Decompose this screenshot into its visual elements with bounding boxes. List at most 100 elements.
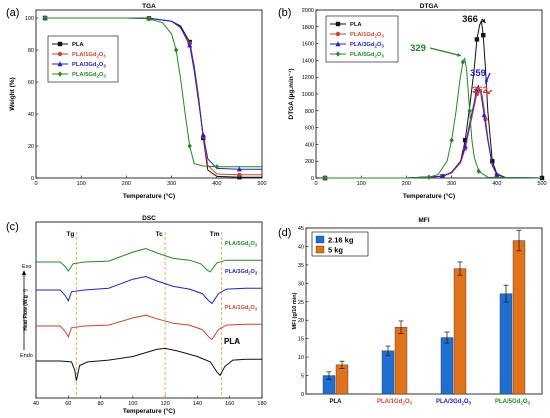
data-point [476, 168, 481, 174]
legend-marker [57, 41, 63, 47]
legend-swatch [315, 245, 325, 254]
y-tick-label: 1200 [302, 75, 314, 81]
x-tick-label: 40 [33, 401, 39, 407]
data-point [449, 137, 454, 143]
x-tick-label: 200 [402, 181, 411, 187]
peak-annotation: 362 [472, 85, 488, 96]
endo-label: Endo [20, 353, 33, 359]
chart-title: TGA [142, 3, 156, 10]
series-line-PLA/5Gd2O3 [45, 17, 262, 168]
y-tick-label: 40 [298, 244, 304, 250]
tga-plot-frame [35, 9, 263, 179]
panel-letter: (d) [278, 227, 291, 239]
dsc-curve-PLA [36, 347, 262, 381]
legend-label: PLA/5Gd2O3 [72, 72, 106, 79]
x-tick-label: 80 [98, 401, 104, 407]
legend-marker [57, 71, 63, 77]
legend-label: PLA/1Gd2O3 [72, 52, 106, 59]
x-tick-label: 60 [65, 401, 71, 407]
y-tick-label: 30 [298, 281, 304, 287]
arrowhead [485, 79, 489, 84]
data-point [467, 108, 472, 114]
x-tick-label: 180 [257, 401, 266, 407]
data-point [490, 159, 495, 164]
y-axis-label: Weight (%) [9, 77, 16, 110]
y-tick-label: 0 [301, 392, 304, 398]
y-tick-label: 1400 [302, 58, 314, 64]
series-line-PLA/1Gd2O3 [325, 88, 543, 179]
legend-label: PLA [350, 22, 362, 28]
series-line-PLA/3Gd2O3 [325, 84, 543, 179]
bar [512, 240, 526, 395]
panel-letter: (a) [6, 7, 19, 19]
y-tick-label: 45 [298, 226, 304, 232]
x-tick-label: 400 [492, 181, 501, 187]
y-tick-label: 2000 [302, 8, 314, 14]
category-label: PLA/3Gd2O3 [436, 399, 472, 406]
data-point [426, 174, 432, 180]
panel-letter: (b) [278, 7, 291, 19]
bar [440, 337, 454, 395]
x-tick-label: 300 [167, 181, 176, 187]
legend-marker [335, 41, 341, 47]
chart-title: DSC [142, 215, 156, 222]
legend-label: PLA/5Gd2O3 [350, 52, 384, 59]
dsc-curve-PLA/3Gd2O3 [36, 275, 262, 305]
y-axis-label: DTGA (µg.min⁻¹) [288, 69, 295, 120]
arrowhead [481, 19, 486, 23]
data-point [237, 172, 242, 177]
x-tick-label: 300 [447, 181, 456, 187]
y-tick-label: 15 [298, 337, 304, 343]
data-point [173, 47, 179, 53]
y-tick-label: 600 [305, 126, 314, 132]
panel-tga: (a) TGA 0 100 200 300 400 500 0 20 40 60 80 100 Temper… [6, 3, 267, 200]
y-tick-label: 20 [28, 144, 34, 150]
y-axis-label: Heat Flow (W.g⁻¹) [23, 289, 29, 331]
bar [381, 350, 395, 395]
y-tick-label: 400 [305, 142, 314, 148]
curve-label-text: PLA/5Gd2O3 [225, 241, 258, 248]
panel-dtga: (b) DTGA 0 100 200 300 400 500 0 200 400 600 800 1000… [278, 3, 547, 200]
curve-label: PLA [224, 337, 240, 346]
y-tick-label: 800 [305, 109, 314, 115]
peak-annotation: 366 [462, 14, 478, 25]
legend-label: PLA/3Gd2O3 [350, 42, 384, 49]
category-label: PLA/5Gd2O3 [495, 399, 531, 406]
y-tick-label: 10 [298, 355, 304, 361]
data-point [440, 173, 446, 179]
legend-label: PLA/1Gd2O3 [350, 32, 384, 39]
data-point [481, 33, 486, 38]
bar [335, 364, 349, 395]
mfi-plot-frame [305, 227, 543, 395]
y-tick-label: 20 [298, 318, 304, 324]
dsc-curve-PLA/1Gd2O3 [36, 314, 262, 341]
series-line-PLA/5Gd2O3 [325, 57, 543, 179]
y-axis-label: MFI (g/10 min) [292, 292, 298, 329]
arrowhead [486, 90, 491, 95]
x-tick-label: 100 [128, 401, 137, 407]
legend-marker [335, 21, 341, 27]
y-tick-label: 5 [301, 374, 304, 380]
bar [394, 327, 408, 395]
panel-mfi: (d) MFI 0 5 10 15 20 25 30 35 40 45 MFI (g/10 min) PL… [278, 217, 543, 406]
panel-letter: (c) [6, 221, 19, 233]
legend-marker [57, 51, 63, 57]
y-tick-label: 40 [28, 112, 34, 118]
chart-title: DTGA [420, 3, 439, 10]
legend-label: 2.16 kg [328, 236, 354, 245]
data-point [214, 164, 219, 170]
data-point [42, 15, 48, 21]
y-tick-label: 25 [298, 300, 304, 306]
data-point [200, 132, 206, 137]
peak-annotation: 329 [410, 43, 426, 54]
data-point [187, 143, 192, 149]
legend-marker [335, 51, 341, 57]
bar [453, 268, 467, 395]
bar [499, 293, 513, 395]
x-axis-label: Temperature (°C) [123, 192, 175, 200]
guide-label: Tg [66, 231, 74, 238]
x-tick-label: 100 [77, 181, 86, 187]
curve-label-text: PLA/1Gd2O3 [225, 305, 258, 312]
data-point [483, 117, 488, 122]
arrowhead [457, 53, 461, 57]
